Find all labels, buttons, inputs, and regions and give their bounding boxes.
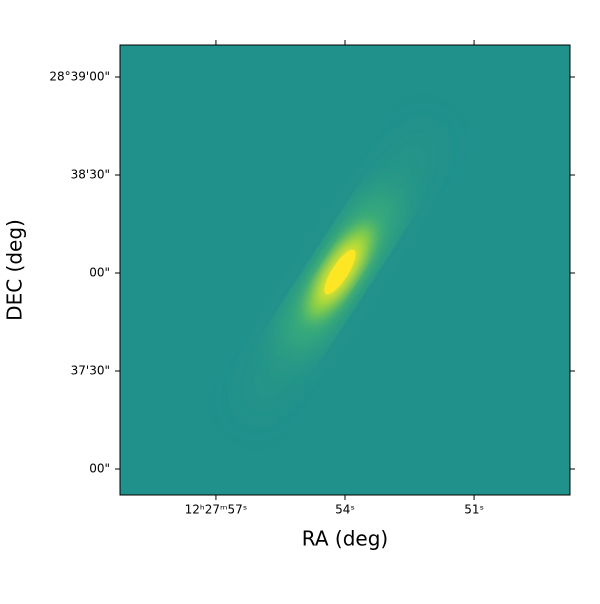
galaxy-image: [245, 128, 435, 416]
y-tick-label: 00": [89, 266, 110, 280]
y-tick-label: 38'30": [71, 168, 110, 182]
y-axis-label: DEC (deg): [3, 219, 27, 321]
x-tick-label: 54ˢ: [335, 503, 355, 517]
y-tick-label: 37'30": [71, 364, 110, 378]
x-axis-label: RA (deg): [302, 527, 388, 551]
y-tick-label: 28°39'00": [49, 70, 110, 84]
x-tick-label: 51ˢ: [464, 503, 484, 517]
y-tick-label: 00": [89, 461, 110, 475]
x-tick-label: 12ʰ27ᵐ57ˢ: [185, 503, 248, 517]
